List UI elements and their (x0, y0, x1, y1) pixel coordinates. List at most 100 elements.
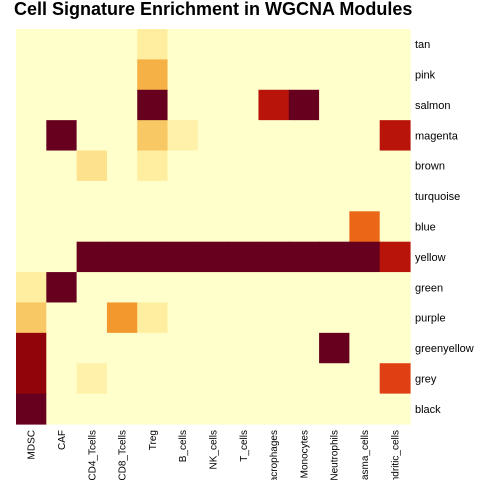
heatmap-cell-grey-Monocytes (288, 363, 320, 395)
heatmap-cell-salmon-CAF (46, 89, 78, 121)
column-label-Monocytes: Monocytes (299, 430, 310, 478)
heatmap-cell-turquoise-Neutrophils (319, 180, 350, 212)
heatmap-cell-pink-Plasma_cells (349, 59, 381, 91)
heatmap-cell-blue-MDSC (16, 211, 47, 243)
heatmap-cell-pink-T_cells (228, 59, 260, 91)
heatmap-cell-brown-Dendritic_cells (379, 150, 411, 182)
heatmap-cell-tan-CD4_Tcells (76, 29, 108, 60)
heatmap-cell-blue-Plasma_cells (349, 211, 381, 243)
heatmap-cell-magenta-MDSC (16, 120, 47, 152)
heatmap-cell-yellow-Plasma_cells (349, 241, 381, 273)
heatmap-cell-yellow-NK_cells (197, 241, 229, 273)
heatmap-cell-yellow-MDSC (16, 241, 47, 273)
heatmap-cell-green-B_cells (167, 272, 199, 304)
heatmap-cell-brown-B_cells (167, 150, 199, 182)
heatmap-cell-magenta-Macrophages (258, 120, 290, 152)
heatmap-cell-black-NK_cells (197, 393, 229, 425)
heatmap-cell-tan-T_cells (228, 29, 260, 60)
heatmap-cell-greenyellow-T_cells (228, 332, 260, 364)
heatmap-cell-salmon-CD4_Tcells (76, 89, 108, 121)
heatmap-cell-turquoise-Macrophages (258, 180, 290, 212)
heatmap-cell-yellow-Dendritic_cells (379, 241, 411, 273)
heatmap-cell-blue-Monocytes (288, 211, 320, 243)
heatmap-cell-blue-Neutrophils (319, 211, 350, 243)
heatmap-cell-brown-MDSC (16, 150, 47, 182)
row-label-brown: brown (415, 161, 445, 173)
heatmap-cell-tan-Monocytes (288, 29, 320, 60)
heatmap-cell-salmon-Macrophages (258, 89, 290, 121)
heatmap-cell-salmon-B_cells (167, 89, 199, 121)
heatmap-cell-green-Neutrophils (319, 272, 350, 304)
heatmap-cell-black-CD4_Tcells (76, 393, 108, 425)
heatmap-cell-grey-Plasma_cells (349, 363, 381, 395)
heatmap-cell-magenta-Neutrophils (319, 120, 350, 152)
heatmap-cell-black-Neutrophils (319, 393, 350, 425)
heatmap-cells (16, 29, 411, 425)
heatmap-cell-tan-Plasma_cells (349, 29, 381, 60)
heatmap-cell-brown-NK_cells (197, 150, 229, 182)
heatmap-cell-yellow-CD8_Tcells (106, 241, 138, 273)
heatmap-cell-black-T_cells (228, 393, 260, 425)
heatmap-cell-tan-CAF (46, 29, 78, 60)
heatmap-cell-magenta-CD8_Tcells (106, 120, 138, 152)
heatmap-cell-grey-Treg (137, 363, 169, 395)
heatmap-cell-pink-Dendritic_cells (379, 59, 411, 91)
chart-title: Cell Signature Enrichment in WGCNA Modul… (14, 0, 413, 19)
heatmap-cell-green-Macrophages (258, 272, 290, 304)
heatmap-cell-grey-Dendritic_cells (379, 363, 411, 395)
row-label-black: black (415, 404, 441, 416)
heatmap-cell-brown-Monocytes (288, 150, 320, 182)
heatmap-cell-magenta-Monocytes (288, 120, 320, 152)
heatmap-cell-tan-CD8_Tcells (106, 29, 138, 60)
heatmap-cell-pink-B_cells (167, 59, 199, 91)
heatmap-cell-turquoise-T_cells (228, 180, 260, 212)
row-label-salmon: salmon (415, 100, 450, 112)
heatmap-cell-yellow-CD4_Tcells (76, 241, 108, 273)
heatmap-cell-green-CD8_Tcells (106, 272, 138, 304)
heatmap-cell-grey-CD4_Tcells (76, 363, 108, 395)
heatmap-cell-tan-Treg (137, 29, 169, 60)
heatmap-cell-greenyellow-Macrophages (258, 332, 290, 364)
heatmap-cell-blue-CD4_Tcells (76, 211, 108, 243)
heatmap-cell-yellow-CAF (46, 241, 78, 273)
heatmap-cell-black-Monocytes (288, 393, 320, 425)
heatmap-cell-turquoise-Dendritic_cells (379, 180, 411, 212)
heatmap-cell-yellow-B_cells (167, 241, 199, 273)
heatmap-cell-turquoise-Plasma_cells (349, 180, 381, 212)
column-label-CD4_Tcells: CD4_Tcells (87, 430, 98, 480)
heatmap-cell-greenyellow-Dendritic_cells (379, 332, 411, 364)
heatmap-cell-brown-Treg (137, 150, 169, 182)
row-label-greenyellow: greenyellow (415, 343, 474, 355)
heatmap-cell-salmon-Treg (137, 89, 169, 121)
column-label-T_cells: T_cells (239, 430, 250, 462)
heatmap-cell-black-CAF (46, 393, 78, 425)
heatmap-cell-pink-Monocytes (288, 59, 320, 91)
heatmap-cell-magenta-T_cells (228, 120, 260, 152)
heatmap-cell-tan-Neutrophils (319, 29, 350, 60)
heatmap-cell-purple-B_cells (167, 302, 199, 334)
heatmap-cell-green-CD4_Tcells (76, 272, 108, 304)
heatmap-cell-green-Plasma_cells (349, 272, 381, 304)
heatmap-cell-green-Dendritic_cells (379, 272, 411, 304)
heatmap-cell-yellow-Monocytes (288, 241, 320, 273)
heatmap-cell-pink-Macrophages (258, 59, 290, 91)
heatmap-cell-magenta-NK_cells (197, 120, 229, 152)
heatmap-cell-tan-Dendritic_cells (379, 29, 411, 60)
heatmap-cell-black-MDSC (16, 393, 47, 425)
heatmap-cell-greenyellow-MDSC (16, 332, 47, 364)
row-label-turquoise: turquoise (415, 191, 460, 203)
heatmap-cell-purple-Treg (137, 302, 169, 334)
heatmap-cell-blue-T_cells (228, 211, 260, 243)
heatmap-cell-purple-Neutrophils (319, 302, 350, 334)
heatmap-cell-magenta-Plasma_cells (349, 120, 381, 152)
heatmap-cell-grey-CAF (46, 363, 78, 395)
heatmap-cell-salmon-Monocytes (288, 89, 320, 121)
heatmap-cell-blue-CAF (46, 211, 78, 243)
heatmap-cell-grey-B_cells (167, 363, 199, 395)
heatmap-cell-yellow-T_cells (228, 241, 260, 273)
heatmap-cell-salmon-MDSC (16, 89, 47, 121)
heatmap-cell-blue-Treg (137, 211, 169, 243)
row-label-blue: blue (415, 222, 436, 234)
heatmap-cell-blue-Dendritic_cells (379, 211, 411, 243)
